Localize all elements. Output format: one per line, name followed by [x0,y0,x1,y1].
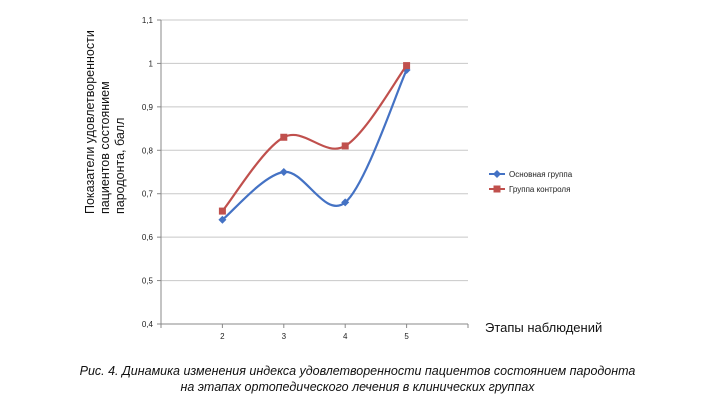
data-point [280,133,288,141]
x-axis-label: Этапы наблюдений [485,320,602,335]
legend-marker [493,170,501,178]
y-axis-label-line-3: пародонта, балл [113,118,127,214]
data-point [403,62,411,70]
y-tick-label: 0,6 [142,233,154,242]
series-1 [218,65,411,224]
legend-marker [493,185,501,193]
series-2 [218,62,411,215]
y-tick-label: 0,8 [142,146,154,155]
caption-line-1: Рис. 4. Динамика изменения индекса удовл… [79,364,636,378]
x-tick-label: 3 [282,332,287,341]
y-tick-label: 0,9 [142,103,154,112]
figure-caption: Рис. 4. Динамика изменения индекса удовл… [0,363,715,395]
y-tick-label: 0,5 [142,277,154,286]
series-line [221,69,408,221]
caption-line-2: на этапах ортопедического лечения в клин… [180,380,535,394]
y-tick-label: 0,4 [142,320,154,329]
y-axis-label-line-1: Показатели удовлетворенности [83,30,97,214]
y-axis-label: Показатели удовлетворенности пациентов с… [83,30,127,214]
x-tick-label: 2 [220,332,225,341]
data-point [218,207,226,215]
axes [157,19,469,328]
y-tick-label: 1,1 [142,16,154,25]
legend-label: Основная группа [509,170,573,179]
x-tick-labels: 2 3 4 5 [220,332,409,341]
x-tick-label: 5 [404,332,409,341]
series-lines [218,62,411,224]
series-line [221,64,408,212]
legend-label: Группа контроля [509,185,570,194]
x-tick-label: 4 [343,332,348,341]
gridlines [161,19,468,282]
y-tick-labels: 0,4 0,5 0,6 0,7 0,8 0,9 1 1,1 [142,16,154,329]
data-point [279,168,288,176]
chart: 0,4 0,5 0,6 0,7 0,8 0,9 1 1,1 2 3 4 5 Основная гру… [83,16,602,341]
data-point [341,198,350,207]
y-tick-label: 0,7 [142,190,154,199]
y-tick-label: 1 [149,59,154,68]
y-axis-label-line-2: пациентов состоянием [98,81,112,214]
legend: Основная группа Группа контроля [489,170,573,194]
data-point [218,215,227,224]
data-point [341,142,349,150]
